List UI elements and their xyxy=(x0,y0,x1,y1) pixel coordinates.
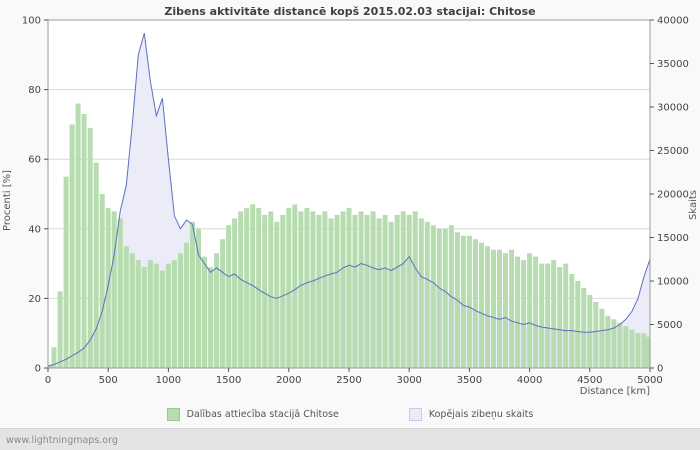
svg-text:10000: 10000 xyxy=(657,277,689,288)
svg-text:15000: 15000 xyxy=(657,233,689,244)
svg-text:60: 60 xyxy=(28,155,41,166)
svg-text:100: 100 xyxy=(22,16,41,27)
svg-text:4500: 4500 xyxy=(577,375,602,386)
svg-text:40000: 40000 xyxy=(657,16,689,27)
green-area-swatch xyxy=(166,408,180,421)
svg-text:1000: 1000 xyxy=(156,375,181,386)
chart-title: Zibens aktivitāte distancē kopš 2015.02.… xyxy=(164,5,536,18)
svg-text:5000: 5000 xyxy=(637,375,662,386)
svg-text:80: 80 xyxy=(28,85,41,96)
footer-bar xyxy=(0,428,700,450)
legend-label-participation: Dalības attiecība stacijā Chitose xyxy=(186,409,339,420)
svg-text:2000: 2000 xyxy=(276,375,301,386)
svg-text:4000: 4000 xyxy=(517,375,542,386)
legend-item-total-count: Kopējais zibeņu skaits xyxy=(408,408,534,421)
x-axis-label: Distance [km] xyxy=(579,386,650,397)
legend: Dalības attiecība stacijā Chitose Kopēja… xyxy=(0,408,700,421)
svg-text:0: 0 xyxy=(657,364,663,375)
svg-text:0: 0 xyxy=(45,375,51,386)
svg-text:40: 40 xyxy=(28,224,41,235)
legend-item-participation: Dalības attiecība stacijā Chitose xyxy=(166,408,339,421)
svg-text:5000: 5000 xyxy=(657,320,682,331)
svg-text:20: 20 xyxy=(28,294,41,305)
svg-text:35000: 35000 xyxy=(657,59,689,70)
watermark-link: www.lightningmaps.org xyxy=(6,435,118,446)
lavender-area-swatch xyxy=(408,408,422,421)
legend-label-total-count: Kopējais zibeņu skaits xyxy=(428,409,534,420)
svg-text:30000: 30000 xyxy=(657,103,689,114)
svg-text:20000: 20000 xyxy=(657,190,689,201)
svg-text:0: 0 xyxy=(35,364,41,375)
svg-text:1500: 1500 xyxy=(216,375,241,386)
svg-text:2500: 2500 xyxy=(336,375,361,386)
svg-text:500: 500 xyxy=(99,375,118,386)
svg-text:3500: 3500 xyxy=(457,375,482,386)
svg-text:3000: 3000 xyxy=(396,375,421,386)
svg-text:25000: 25000 xyxy=(657,146,689,157)
